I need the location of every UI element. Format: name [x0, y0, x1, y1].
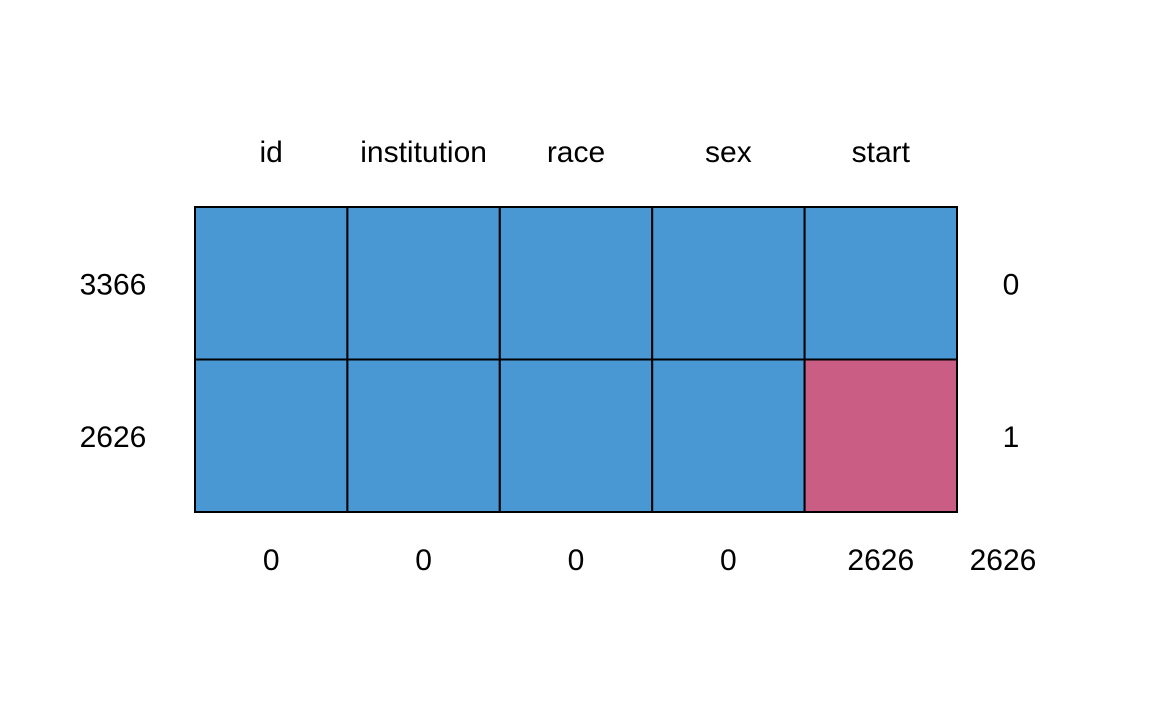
column-missing-label-race: 0 — [568, 544, 585, 577]
column-missing-label-id: 0 — [263, 544, 280, 577]
column-missing-label-sex: 0 — [720, 544, 737, 577]
column-header-start: start — [852, 136, 911, 169]
cell-row2-start — [803, 358, 958, 513]
row-missing-var-label: 1 — [1003, 421, 1020, 454]
cell-row1-start — [803, 206, 958, 361]
column-missing-label-institution: 0 — [415, 544, 432, 577]
cell-row1-race — [498, 206, 654, 361]
column-header-race: race — [547, 136, 605, 169]
cell-row2-sex — [651, 358, 806, 513]
pattern-grid — [194, 206, 958, 513]
cell-row2-institution — [346, 358, 501, 513]
row-count-label: 3366 — [80, 268, 147, 301]
cell-row1-institution — [346, 206, 501, 361]
row-missing-var-label: 0 — [1003, 268, 1020, 301]
row-count-labels: 3366 2626 — [80, 268, 147, 454]
cell-row1-sex — [651, 206, 806, 361]
column-header-sex: sex — [705, 136, 752, 169]
cell-row2-id — [194, 358, 349, 513]
cell-row2-race — [498, 358, 654, 513]
column-header-institution: institution — [360, 136, 487, 169]
column-missing-label-start: 2626 — [847, 544, 914, 577]
total-missing-label: 2626 — [970, 544, 1037, 577]
column-missing-count-labels: 0 0 0 0 2626 — [263, 544, 914, 577]
row-missing-var-labels: 01 — [1003, 268, 1020, 454]
row-count-label: 2626 — [80, 421, 147, 454]
column-headers: id institution race sex start — [260, 136, 911, 169]
cell-row1-id — [194, 206, 349, 361]
column-header-id: id — [260, 136, 283, 169]
